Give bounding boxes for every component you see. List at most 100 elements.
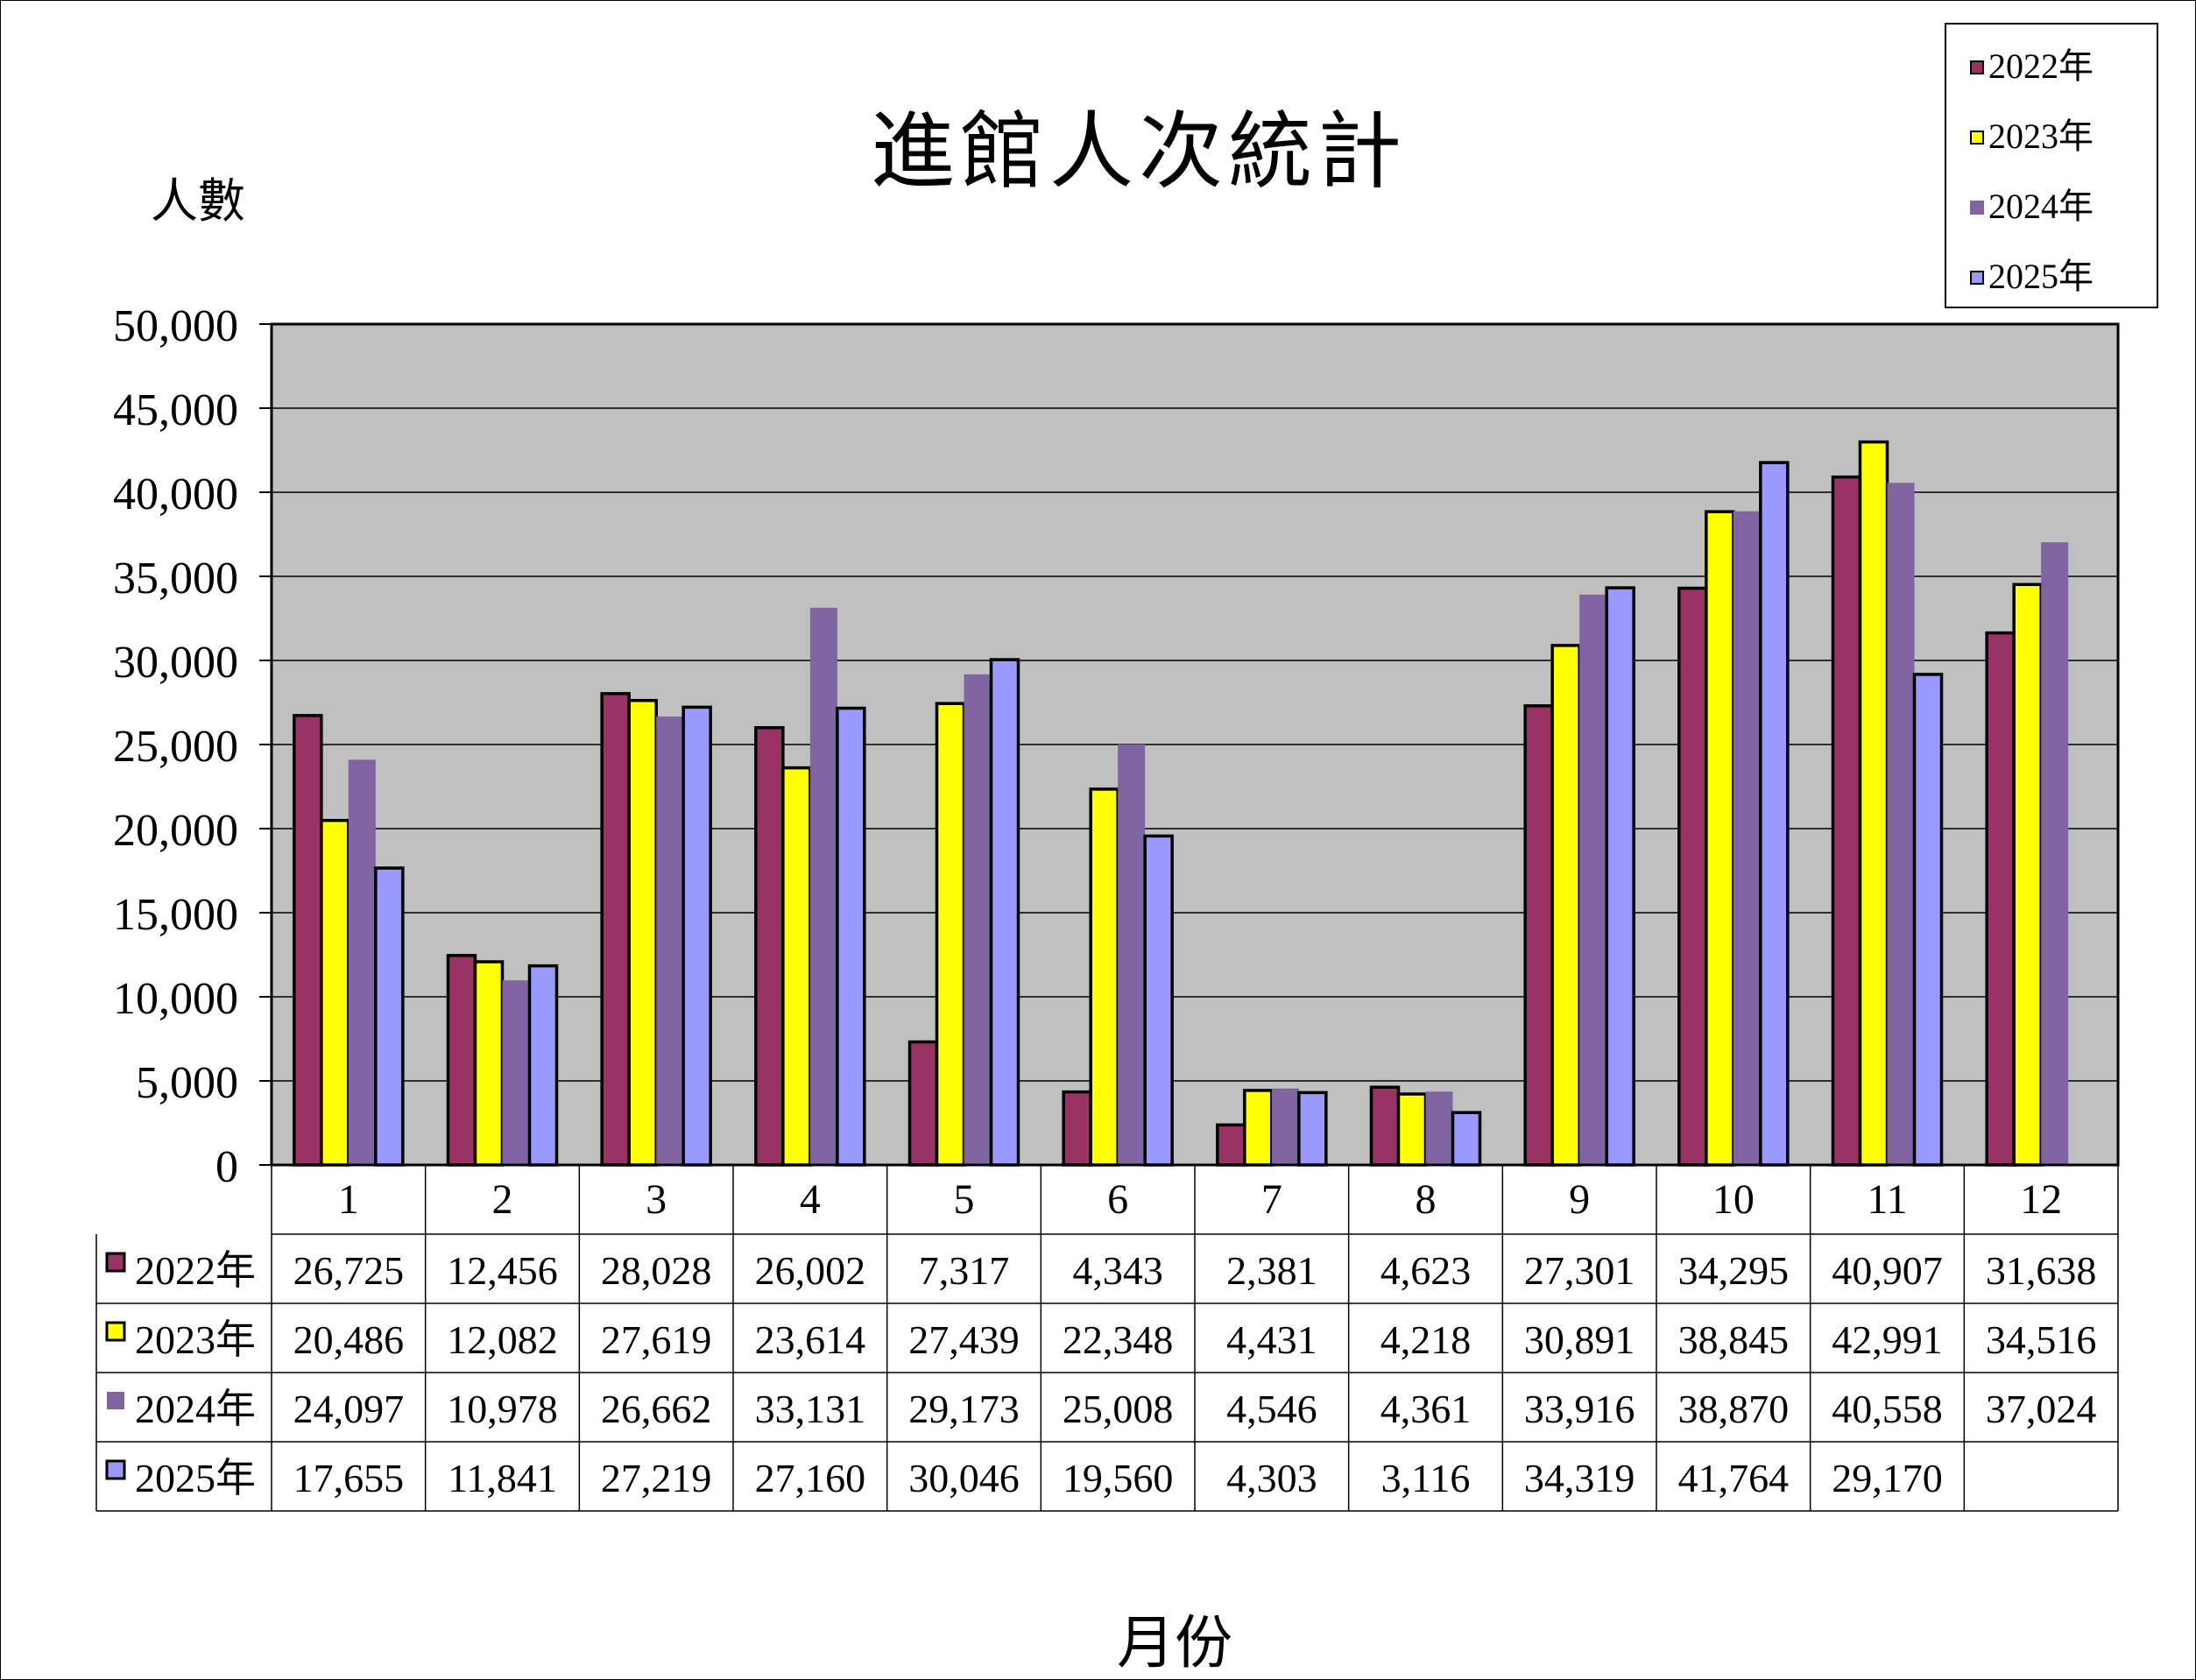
data-label: 29,170 [1832, 1456, 1943, 1500]
bar-2025年-2 [527, 964, 559, 1167]
data-label: 27,619 [601, 1317, 712, 1362]
table-legend-key-2022年 [105, 1252, 126, 1273]
bar-2023年-11 [1858, 440, 1889, 1167]
bar-2025年-5 [989, 658, 1020, 1167]
data-label: 22,348 [1063, 1317, 1174, 1362]
data-label: 4,623 [1380, 1248, 1472, 1293]
data-label: 41,764 [1678, 1456, 1790, 1500]
x-category-label: 4 [800, 1176, 821, 1223]
bar-2024年-11 [1887, 483, 1915, 1165]
x-category-label: 8 [1416, 1176, 1437, 1223]
data-label: 33,131 [755, 1387, 866, 1431]
data-label: 23,614 [755, 1317, 866, 1362]
bar-2025年-7 [1297, 1091, 1328, 1167]
legend-item-2025: 2025年 [1970, 259, 2094, 294]
x-category-label: 2 [492, 1176, 513, 1223]
data-label: 26,725 [293, 1248, 405, 1293]
bar-2023年-9 [1550, 644, 1581, 1167]
bar-2022年-7 [1216, 1123, 1246, 1167]
data-label: 3,116 [1381, 1456, 1471, 1500]
data-label: 7,317 [919, 1248, 1010, 1293]
data-label: 42,991 [1832, 1317, 1943, 1362]
data-label: 4,431 [1226, 1317, 1317, 1362]
bar-2025年-6 [1143, 834, 1174, 1167]
data-label: 12,456 [447, 1248, 558, 1293]
data-label: 20,486 [293, 1317, 405, 1362]
bar-2023年-12 [2012, 582, 2043, 1167]
legend-item-2024: 2024年 [1970, 189, 2094, 224]
bar-2024年-5 [964, 674, 992, 1165]
bar-2025年-10 [1759, 461, 1790, 1167]
x-category-label: 10 [1712, 1176, 1755, 1223]
data-label: 29,173 [908, 1387, 1020, 1431]
bar-2023年-7 [1243, 1089, 1274, 1167]
data-label: 27,219 [601, 1456, 712, 1500]
bar-2022年-5 [907, 1040, 939, 1167]
data-label: 4,361 [1380, 1387, 1472, 1431]
bar-2022年-6 [1062, 1090, 1092, 1167]
legend-item-2022: 2022年 [1970, 46, 2094, 86]
bar-2022年-3 [600, 692, 631, 1167]
bar-2025年-8 [1451, 1111, 1482, 1167]
data-label: 26,002 [755, 1248, 866, 1293]
data-label: 30,891 [1524, 1317, 1635, 1362]
bar-2022年-10 [1677, 586, 1708, 1167]
data-label: 4,546 [1226, 1387, 1317, 1431]
data-label: 4,303 [1226, 1456, 1317, 1500]
bar-2022年-1 [293, 714, 323, 1167]
table-legend-key-2023年 [105, 1321, 126, 1342]
table-legend-key-2025年 [105, 1459, 126, 1480]
bar-2023年-4 [781, 766, 812, 1167]
chart-title: 進館人次統計 [871, 102, 1407, 201]
legend-label-2023: 2023年 [1988, 116, 2094, 156]
legend-swatch-2022 [1970, 60, 1984, 74]
bar-2024年-7 [1271, 1088, 1299, 1165]
bar-2024年-8 [1425, 1091, 1453, 1165]
data-label: 37,024 [1986, 1387, 2097, 1431]
y-tick-label: 0 [215, 1142, 238, 1192]
legend: 2022年 2023年 2024年 2025年 [1945, 23, 2158, 308]
bar-2023年-5 [935, 702, 966, 1167]
data-label: 31,638 [1986, 1248, 2097, 1293]
legend-label-2022: 2022年 [1988, 46, 2094, 86]
data-label: 2,381 [1226, 1248, 1317, 1293]
bar-2022年-12 [1985, 631, 2016, 1167]
y-tick-label: 35,000 [113, 554, 238, 604]
legend-swatch-2025 [1970, 271, 1984, 285]
bar-2023年-10 [1705, 510, 1735, 1167]
x-axis-label: 月份 [1117, 1609, 1232, 1676]
y-tick-label: 40,000 [113, 469, 238, 519]
bar-2024年-12 [2041, 542, 2069, 1165]
bar-2024年-4 [809, 607, 837, 1165]
data-label: 34,319 [1524, 1456, 1635, 1500]
x-category-label: 1 [338, 1176, 359, 1223]
data-label: 12,082 [447, 1317, 558, 1362]
bar-2022年-4 [754, 726, 785, 1167]
table-series-label: 2023年 [135, 1317, 256, 1362]
y-tick-label: 20,000 [113, 806, 238, 856]
y-tick-label: 30,000 [113, 638, 238, 688]
data-label: 40,558 [1832, 1387, 1943, 1431]
data-label: 26,662 [601, 1387, 712, 1431]
data-label: 4,343 [1072, 1248, 1163, 1293]
bar-2025年-3 [681, 705, 712, 1167]
x-category-label: 7 [1261, 1176, 1282, 1223]
x-category-label: 6 [1107, 1176, 1128, 1223]
bar-2025年-11 [1912, 673, 1944, 1167]
bar-2023年-6 [1089, 787, 1119, 1167]
data-label: 38,870 [1678, 1387, 1790, 1431]
x-category-label: 5 [954, 1176, 975, 1223]
y-tick-label: 25,000 [113, 722, 238, 772]
x-category-label: 3 [646, 1176, 667, 1223]
bar-2025年-1 [374, 866, 405, 1167]
data-label: 4,218 [1380, 1317, 1472, 1362]
table-series-label: 2024年 [135, 1387, 256, 1431]
bar-2024年-3 [656, 716, 684, 1165]
y-tick-label: 15,000 [113, 890, 238, 940]
data-label: 40,907 [1832, 1248, 1943, 1293]
data-label: 34,295 [1678, 1248, 1790, 1293]
table-series-label: 2022年 [135, 1248, 256, 1293]
bar-2023年-1 [320, 818, 350, 1167]
table-legend-key-2024年 [107, 1392, 124, 1409]
